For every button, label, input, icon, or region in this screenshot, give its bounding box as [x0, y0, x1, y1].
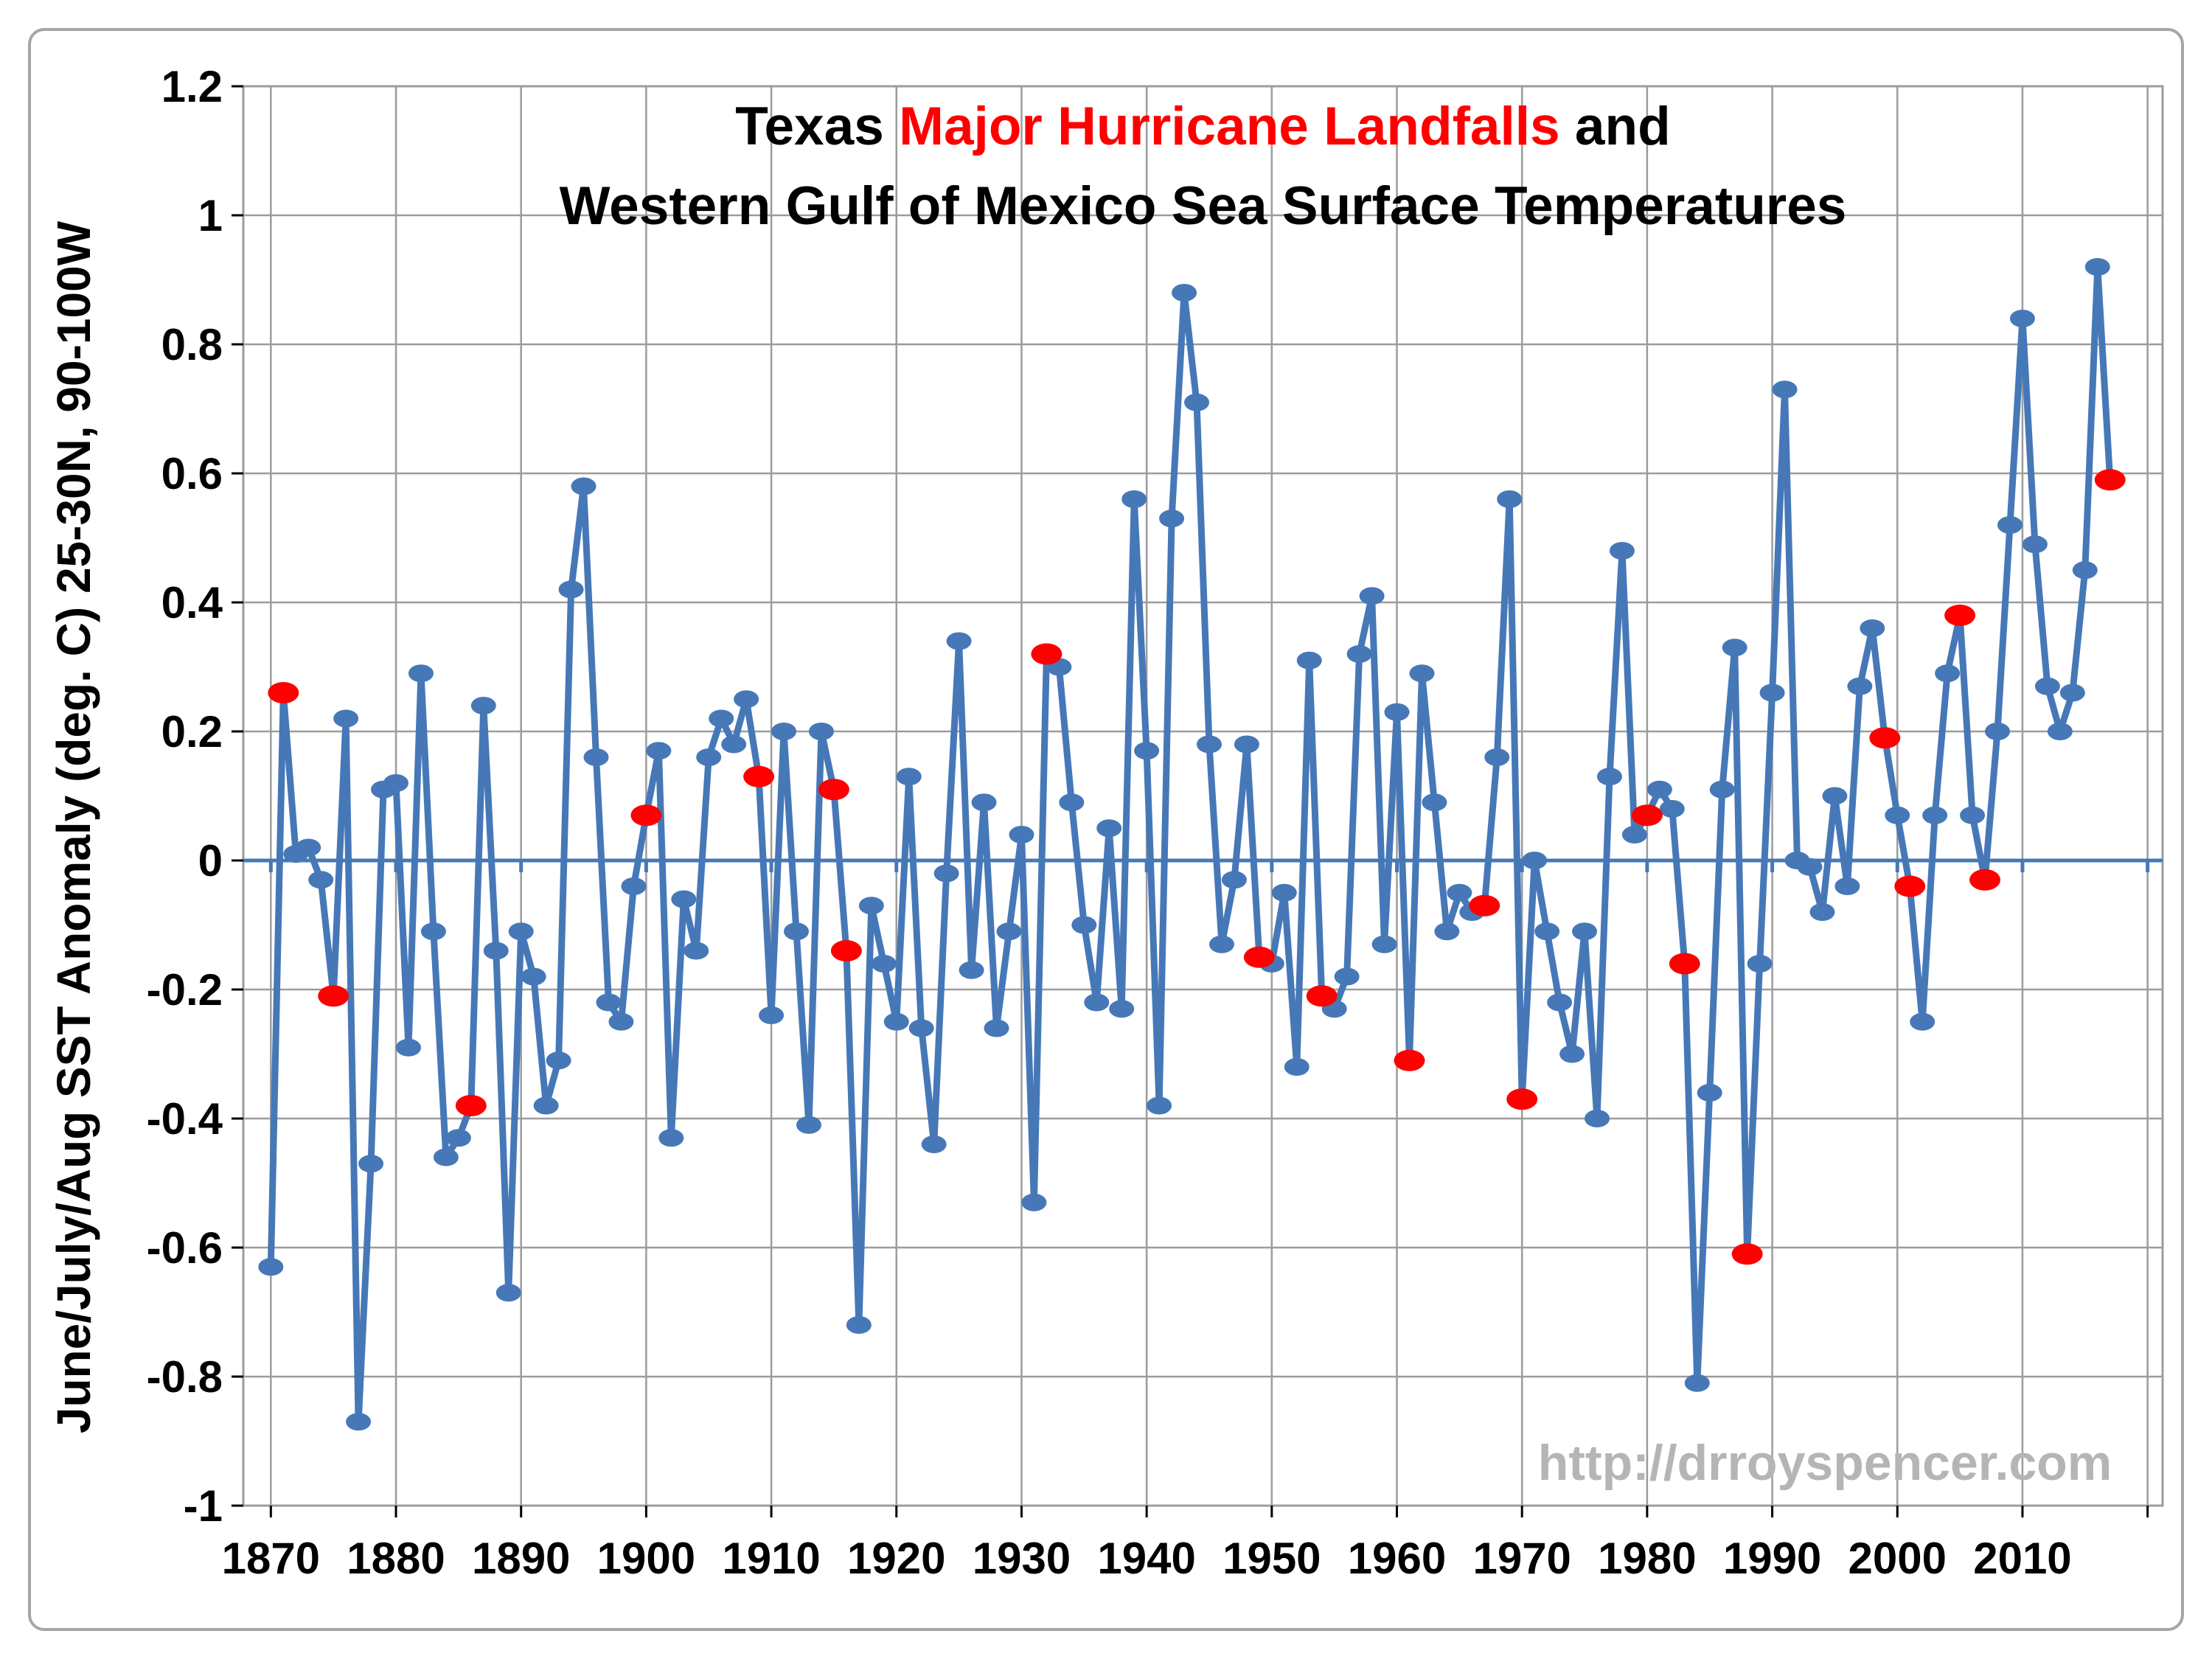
- chart-title-line2: Western Gulf of Mexico Sea Surface Tempe…: [559, 176, 1847, 236]
- zero-axis: [243, 858, 2163, 872]
- svg-text:1930: 1930: [973, 1534, 1071, 1583]
- svg-text:1900: 1900: [597, 1534, 695, 1583]
- svg-text:1990: 1990: [1723, 1534, 1821, 1583]
- axis-ticks: [232, 85, 2149, 1517]
- y-tick-labels: 1.2 1 0.8 0.6 0.4 0.2 0 -0.2 -0.4 -0.6 -0.8 -1: [147, 62, 223, 1531]
- svg-text:1880: 1880: [347, 1534, 445, 1583]
- plot-border: [242, 85, 2164, 1507]
- chart-title-highlight: Major Hurricane Landfalls: [899, 97, 1560, 156]
- svg-text:1940: 1940: [1097, 1534, 1195, 1583]
- svg-text:1.2: 1.2: [161, 62, 223, 111]
- svg-text:-1: -1: [184, 1481, 223, 1531]
- svg-text:1: 1: [198, 191, 223, 240]
- gridlines: [243, 85, 2163, 1507]
- y-axis-label: June/July/Aug SST Anomaly (deg. C) 25-30…: [47, 220, 100, 1434]
- svg-text:1950: 1950: [1222, 1534, 1321, 1583]
- svg-text:0.4: 0.4: [161, 578, 223, 627]
- svg-text:1960: 1960: [1348, 1534, 1446, 1583]
- svg-text:1910: 1910: [722, 1534, 820, 1583]
- watermark-url: http://drroyspencer.com: [1537, 1435, 2112, 1491]
- svg-text:0: 0: [198, 836, 223, 886]
- hurricane-markers: [268, 469, 2126, 1265]
- svg-text:0.2: 0.2: [161, 707, 223, 757]
- svg-text:0.6: 0.6: [161, 449, 223, 498]
- svg-text:-0.2: -0.2: [147, 965, 223, 1015]
- chart-title-line1: Texas Major Hurricane Landfalls and: [735, 97, 1671, 156]
- svg-text:2000: 2000: [1848, 1534, 1947, 1583]
- svg-text:-0.8: -0.8: [147, 1352, 223, 1402]
- svg-text:1870: 1870: [222, 1534, 320, 1583]
- sst-anomaly-line: [267, 263, 2114, 1425]
- svg-text:1920: 1920: [847, 1534, 945, 1583]
- x-tick-labels: 1870 1880 1890 1900 1910 1920 1930 1940 1950 1960…: [222, 1534, 2072, 1583]
- svg-text:-0.4: -0.4: [147, 1094, 223, 1144]
- svg-text:2010: 2010: [1973, 1534, 2071, 1583]
- sst-markers: [258, 258, 2110, 1431]
- svg-text:1970: 1970: [1472, 1534, 1571, 1583]
- svg-text:-0.6: -0.6: [147, 1223, 223, 1273]
- chart-title: Texas Major Hurricane Landfalls and West…: [243, 87, 2163, 246]
- svg-text:1890: 1890: [472, 1534, 570, 1583]
- svg-text:0.8: 0.8: [161, 320, 223, 369]
- svg-text:1980: 1980: [1598, 1534, 1696, 1583]
